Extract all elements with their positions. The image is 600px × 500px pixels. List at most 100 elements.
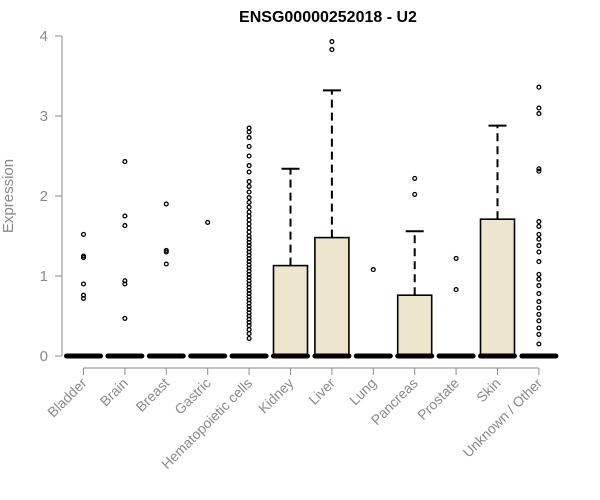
y-axis: 0 1 2 3 4 bbox=[40, 28, 63, 365]
outlier-point bbox=[536, 259, 542, 265]
outlier-point bbox=[246, 143, 252, 149]
box-group bbox=[64, 231, 103, 359]
x-tick-label: Breast bbox=[132, 375, 172, 415]
outlier-point bbox=[536, 276, 542, 282]
box-group bbox=[271, 167, 310, 359]
outlier-point bbox=[122, 213, 128, 219]
box-group bbox=[353, 267, 393, 359]
outlier-point bbox=[246, 199, 252, 205]
x-tick-label: Skin bbox=[473, 375, 504, 406]
y-tick-label: 0 bbox=[40, 348, 48, 365]
outlier-point bbox=[329, 47, 335, 53]
outlier-point bbox=[536, 243, 542, 249]
outlier-point bbox=[246, 233, 252, 239]
outlier-point bbox=[246, 229, 252, 235]
outlier-point bbox=[246, 195, 252, 201]
y-axis-label: Expression bbox=[0, 159, 17, 233]
outlier-point bbox=[329, 39, 335, 45]
outlier-point bbox=[246, 209, 252, 215]
outlier-point bbox=[246, 331, 252, 337]
box bbox=[314, 236, 350, 357]
outlier-point bbox=[536, 105, 542, 111]
x-tick-label: Brain bbox=[97, 375, 131, 409]
outlier-point bbox=[163, 261, 169, 267]
x-tick-label: Kidney bbox=[255, 375, 297, 417]
outlier-point bbox=[536, 325, 542, 331]
outlier-point bbox=[122, 159, 128, 165]
x-tick-label: Lung bbox=[346, 375, 379, 408]
y-tick-label: 4 bbox=[40, 28, 48, 45]
y-tick-label: 2 bbox=[40, 188, 48, 205]
outlier-point bbox=[536, 231, 542, 237]
outlier-point bbox=[80, 253, 87, 259]
outlier-point bbox=[536, 236, 542, 242]
outlier-point bbox=[246, 335, 252, 341]
outlier-point bbox=[80, 281, 87, 287]
outlier-point bbox=[246, 153, 252, 159]
box-group bbox=[436, 255, 476, 359]
outlier-point bbox=[163, 247, 169, 253]
outlier-point bbox=[246, 217, 252, 223]
box-group bbox=[519, 84, 559, 359]
outlier-point bbox=[412, 175, 418, 181]
outlier-point bbox=[246, 125, 252, 131]
box-group bbox=[188, 219, 228, 359]
outlier-point bbox=[536, 111, 542, 117]
outlier-point bbox=[536, 249, 542, 255]
outlier-point bbox=[453, 287, 459, 293]
outlier-point bbox=[246, 129, 252, 135]
outlier-point bbox=[246, 327, 252, 333]
box bbox=[479, 218, 516, 357]
outlier-point bbox=[536, 291, 542, 297]
outlier-point bbox=[122, 315, 128, 321]
outlier-point bbox=[122, 278, 128, 284]
outlier-point bbox=[536, 318, 542, 324]
outlier-point bbox=[163, 201, 169, 207]
outlier-point bbox=[246, 183, 252, 189]
outlier-point bbox=[536, 331, 542, 337]
x-tick-label: Bladder bbox=[44, 375, 90, 421]
box-group bbox=[395, 175, 435, 359]
box-group bbox=[146, 201, 186, 359]
outlier-point bbox=[536, 305, 542, 311]
outlier-point bbox=[536, 299, 542, 305]
outlier-point bbox=[246, 221, 252, 227]
x-tick-label: Liver bbox=[305, 375, 338, 408]
outlier-point bbox=[536, 84, 542, 90]
plot-area bbox=[64, 39, 559, 359]
outlier-point bbox=[246, 225, 252, 231]
outlier-point bbox=[536, 166, 542, 172]
chart-title: ENSG00000252018 - U2 bbox=[239, 9, 417, 26]
outlier-point bbox=[536, 219, 542, 225]
y-tick-label: 1 bbox=[40, 268, 48, 285]
x-tick-label: Prostate bbox=[414, 375, 462, 423]
outlier-point bbox=[246, 135, 252, 141]
box-group bbox=[229, 125, 269, 359]
box-group bbox=[478, 124, 517, 359]
box-group bbox=[105, 159, 145, 359]
y-tick-label: 3 bbox=[40, 108, 48, 125]
outlier-point bbox=[246, 163, 252, 169]
outlier-point bbox=[246, 213, 252, 219]
outlier-point bbox=[412, 191, 418, 197]
outlier-point bbox=[122, 223, 128, 229]
outlier-point bbox=[246, 189, 252, 195]
outlier-point bbox=[536, 341, 542, 347]
outlier-point bbox=[246, 169, 252, 175]
outlier-point bbox=[536, 223, 542, 229]
outlier-point bbox=[246, 179, 252, 185]
outlier-point bbox=[453, 255, 459, 261]
x-tick-label: Unknown / Other bbox=[459, 375, 545, 461]
box bbox=[272, 264, 309, 357]
outlier-point bbox=[536, 168, 542, 174]
outlier-point bbox=[536, 271, 542, 277]
outlier-point bbox=[80, 292, 87, 298]
outlier-point bbox=[205, 219, 211, 225]
outlier-point bbox=[536, 311, 542, 317]
box bbox=[396, 294, 433, 357]
outlier-point bbox=[80, 231, 87, 237]
box-group bbox=[312, 39, 352, 359]
outlier-point bbox=[246, 204, 252, 210]
